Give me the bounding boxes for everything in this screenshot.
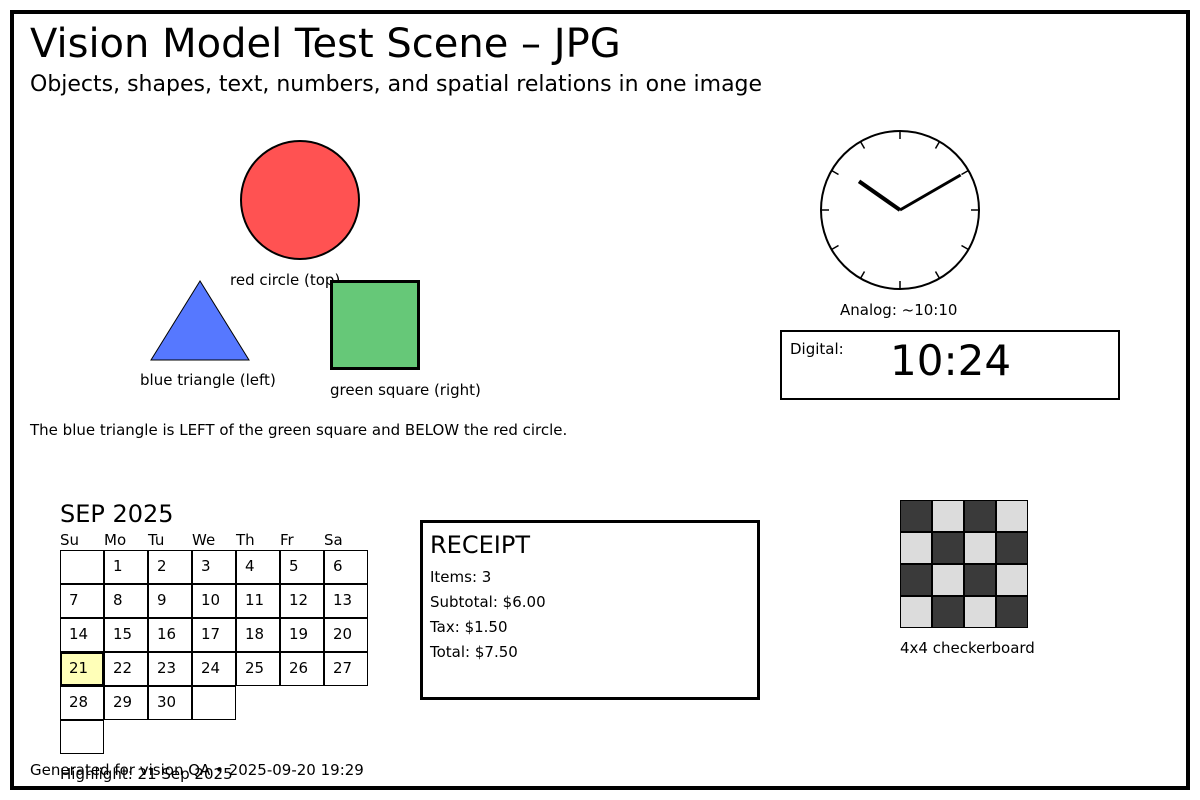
calendar-day: 7 bbox=[60, 584, 104, 618]
calendar-weekday: Su bbox=[60, 531, 80, 549]
receipt-items: Items: 3 bbox=[430, 568, 492, 586]
calendar-day: 4 bbox=[236, 550, 280, 584]
calendar-day: 9 bbox=[148, 584, 192, 618]
calendar-day: 8 bbox=[104, 584, 148, 618]
page-subtitle: Objects, shapes, text, numbers, and spat… bbox=[30, 72, 763, 97]
digital-clock-label: Digital: bbox=[790, 340, 844, 358]
checker-square-dark bbox=[900, 500, 932, 532]
calendar-weekday: Th bbox=[236, 531, 255, 549]
red-circle bbox=[240, 140, 360, 260]
clock-tick bbox=[934, 141, 941, 149]
calendar-day: 20 bbox=[324, 618, 368, 652]
calendar-weekday: Tu bbox=[148, 531, 165, 549]
checker-square-dark bbox=[964, 500, 996, 532]
calendar-day: 23 bbox=[148, 652, 192, 686]
spatial-relation-text: The blue triangle is LEFT of the green s… bbox=[30, 421, 568, 439]
clock-ticks bbox=[821, 131, 979, 289]
clock-tick bbox=[961, 244, 969, 251]
clock-tick bbox=[934, 271, 941, 279]
checker-square-dark bbox=[996, 596, 1028, 628]
calendar-day: 6 bbox=[324, 550, 368, 584]
clock-tick bbox=[831, 244, 839, 251]
checker-square-light bbox=[996, 564, 1028, 596]
calendar-day: 29 bbox=[104, 686, 148, 720]
calendar-day: 25 bbox=[236, 652, 280, 686]
checker-square-dark bbox=[932, 596, 964, 628]
calendar-day: 13 bbox=[324, 584, 368, 618]
calendar-day: 18 bbox=[236, 618, 280, 652]
analog-clock-label: Analog: ~10:10 bbox=[840, 301, 958, 319]
clock-tick bbox=[961, 169, 969, 176]
checker-square-light bbox=[964, 596, 996, 628]
receipt-total: Total: $7.50 bbox=[430, 643, 518, 661]
checkerboard bbox=[900, 500, 1028, 628]
checker-square-dark bbox=[964, 564, 996, 596]
clock-hour-hand bbox=[857, 179, 902, 212]
blue-triangle-label: blue triangle (left) bbox=[140, 371, 276, 389]
clock-minute-hand bbox=[899, 173, 962, 212]
calendar-day: 11 bbox=[236, 584, 280, 618]
clock-tick bbox=[831, 169, 839, 176]
calendar-empty-cell bbox=[192, 686, 236, 720]
calendar-day: 15 bbox=[104, 618, 148, 652]
calendar-day: 2 bbox=[148, 550, 192, 584]
calendar-day: 16 bbox=[148, 618, 192, 652]
calendar-weekday: Fr bbox=[280, 531, 294, 549]
calendar-day: 19 bbox=[280, 618, 324, 652]
calendar-day: 17 bbox=[192, 618, 236, 652]
checker-square-dark bbox=[900, 564, 932, 596]
receipt-title: RECEIPT bbox=[430, 531, 530, 559]
calendar-day-highlighted: 21 bbox=[60, 652, 104, 686]
checker-square-dark bbox=[996, 532, 1028, 564]
calendar-day: 27 bbox=[324, 652, 368, 686]
green-square-label: green square (right) bbox=[330, 381, 481, 399]
calendar-day: 22 bbox=[104, 652, 148, 686]
analog-clock bbox=[820, 130, 980, 290]
calendar-day: 30 bbox=[148, 686, 192, 720]
calendar-highlight-note: Highlight: 21 Sep 2025 bbox=[60, 765, 233, 783]
calendar-empty-cell bbox=[60, 720, 104, 754]
receipt-tax: Tax: $1.50 bbox=[430, 618, 508, 636]
page-title: Vision Model Test Scene – JPG bbox=[30, 21, 621, 67]
scene-frame bbox=[10, 10, 1190, 790]
footer-text: Generated for vision QA • 2025-09-20 19:… bbox=[30, 761, 364, 779]
receipt: RECEIPT Items: 3 Subtotal: $6.00 Tax: $1… bbox=[420, 520, 760, 700]
calendar-day: 10 bbox=[192, 584, 236, 618]
checker-square-dark bbox=[932, 532, 964, 564]
calendar-day: 28 bbox=[60, 686, 104, 720]
clock-tick bbox=[859, 271, 866, 279]
calendar-day: 12 bbox=[280, 584, 324, 618]
checker-square-light bbox=[932, 500, 964, 532]
receipt-subtotal: Subtotal: $6.00 bbox=[430, 593, 546, 611]
blue-triangle bbox=[150, 280, 250, 361]
calendar-empty-cell bbox=[60, 550, 104, 584]
calendar-day: 5 bbox=[280, 550, 324, 584]
digital-clock: Digital: 10:24 bbox=[780, 330, 1120, 400]
clock-tick bbox=[859, 141, 866, 149]
calendar-day: 1 bbox=[104, 550, 148, 584]
green-square bbox=[330, 280, 420, 370]
checker-square-light bbox=[996, 500, 1028, 532]
calendar-weekday: Sa bbox=[324, 531, 343, 549]
red-circle-label: red circle (top) bbox=[230, 271, 341, 289]
checker-square-light bbox=[964, 532, 996, 564]
checker-square-light bbox=[900, 596, 932, 628]
checker-square-light bbox=[932, 564, 964, 596]
calendar-day: 24 bbox=[192, 652, 236, 686]
checker-square-light bbox=[900, 532, 932, 564]
digital-clock-time: 10:24 bbox=[890, 336, 1012, 385]
calendar-title: SEP 2025 bbox=[60, 500, 174, 528]
calendar-grid: 1 2 3 4 5 6 7 8 9 10 11 12 13 14 15 16 17 18 19 20 21 22 23 24 2… bbox=[60, 550, 368, 754]
calendar-weekday: We bbox=[192, 531, 216, 549]
checkerboard-label: 4x4 checkerboard bbox=[900, 639, 1035, 657]
calendar-day: 14 bbox=[60, 618, 104, 652]
calendar-day: 26 bbox=[280, 652, 324, 686]
calendar-day: 3 bbox=[192, 550, 236, 584]
calendar-weekday: Mo bbox=[104, 531, 127, 549]
